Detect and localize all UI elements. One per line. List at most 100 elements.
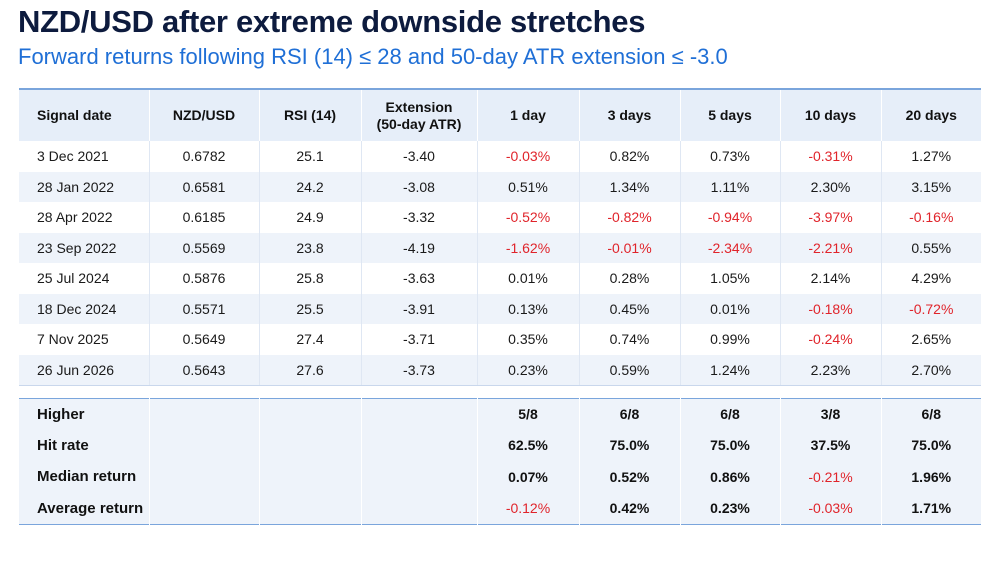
table-cell: -3.40 xyxy=(361,141,478,172)
table-row: 23 Sep 2022 0.5569 23.8 -4.19 -1.62% -0.01% -2… xyxy=(19,232,981,263)
summary-cell: 6/8 xyxy=(579,398,681,430)
summary-cell: 0.52% xyxy=(579,461,681,493)
table-cell: 0.5569 xyxy=(149,232,260,263)
table-cell: -2.34% xyxy=(680,232,781,263)
table-cell: -0.72% xyxy=(909,300,954,317)
summary-cell xyxy=(149,398,260,430)
summary-cell xyxy=(149,492,260,524)
summary-label: Median return xyxy=(19,461,150,493)
table-cell: -0.24% xyxy=(780,324,882,355)
table-row: 3 Dec 2021 0.6782 25.1 -3.40 -0.03% 0.82% 0.73… xyxy=(19,141,981,172)
table-cell: 23.8 xyxy=(259,232,362,263)
table-cell: 3 Dec 2021 xyxy=(19,141,150,172)
table-cell: 0.01% xyxy=(680,293,781,324)
table-cell: -0.16% xyxy=(909,209,954,226)
table-cell: -3.32 xyxy=(361,202,478,233)
summary-cell: 0.86% xyxy=(680,461,781,493)
summary-cell: -0.12% xyxy=(477,492,580,524)
table-row: 25 Jul 2024 0.5876 25.8 -3.63 0.01% 0.28% 1.05… xyxy=(19,263,981,294)
table-cell: -3.97% xyxy=(780,202,882,233)
table-cell: 0.5876 xyxy=(149,263,260,294)
table-cell: 4.29% xyxy=(911,270,952,287)
summary-cell: 1.96% xyxy=(911,468,952,485)
column-header: 1 day xyxy=(477,89,580,141)
summary-cell: 6/8 xyxy=(680,398,781,430)
table-cell: 24.2 xyxy=(259,171,362,202)
table-row: 28 Apr 2022 0.6185 24.9 -3.32 -0.52% -0.82% -0… xyxy=(19,202,981,233)
table-cell: -0.31% xyxy=(780,141,882,172)
summary-row: Hit rate 62.5% 75.0% 75.0% 37.5% 75.0% xyxy=(19,429,981,461)
table-cell: -0.94% xyxy=(680,202,781,233)
table-cell: 0.5571 xyxy=(149,293,260,324)
table-cell: -3.08 xyxy=(361,171,478,202)
table-cell: 28 Jan 2022 xyxy=(19,171,150,202)
table-cell: -3.91 xyxy=(361,293,478,324)
table-cell: 26 Jun 2026 xyxy=(19,354,150,386)
table-cell: 0.5649 xyxy=(149,324,260,355)
summary-cell xyxy=(259,398,362,430)
table-cell: 7 Nov 2025 xyxy=(19,324,150,355)
table-cell: 0.74% xyxy=(579,324,681,355)
table-cell: 27.6 xyxy=(259,354,362,386)
summary-cell xyxy=(361,398,478,430)
table-cell: 0.59% xyxy=(579,354,681,386)
column-header: RSI (14) xyxy=(259,89,362,141)
table-cell: 0.99% xyxy=(680,324,781,355)
table-cell: 1.11% xyxy=(680,171,781,202)
summary-body: Higher 5/8 6/8 6/8 3/8 6/8 Hit rate 62.5% 75.0% 7… xyxy=(19,398,981,524)
table-cell: -2.21% xyxy=(780,232,882,263)
table-header: Signal date NZD/USD RSI (14) Extension (50-… xyxy=(19,89,981,141)
table-cell: -3.71 xyxy=(361,324,478,355)
summary-cell: 75.0% xyxy=(680,429,781,461)
table-cell: 3.15% xyxy=(911,178,952,195)
summary-cell xyxy=(149,461,260,493)
summary-cell: 5/8 xyxy=(477,398,580,430)
summary-label: Hit rate xyxy=(19,429,150,461)
table-cell: 0.6782 xyxy=(149,141,260,172)
column-header: NZD/USD xyxy=(149,89,260,141)
table-cell: -0.01% xyxy=(579,232,681,263)
table-cell: 0.23% xyxy=(477,354,580,386)
summary-label: Average return xyxy=(19,492,150,524)
column-header: 3 days xyxy=(579,89,681,141)
table-cell: 28 Apr 2022 xyxy=(19,202,150,233)
summary-cell xyxy=(259,429,362,461)
summary-label: Higher xyxy=(19,398,150,430)
summary-row: Higher 5/8 6/8 6/8 3/8 6/8 xyxy=(19,398,981,430)
table-cell: 1.05% xyxy=(680,263,781,294)
column-header: Signal date xyxy=(19,89,150,141)
summary-cell: 6/8 xyxy=(921,406,941,422)
table-cell: 0.73% xyxy=(680,141,781,172)
summary-cell xyxy=(149,429,260,461)
page-title: NZD/USD after extreme downside stretches xyxy=(18,4,646,39)
forward-returns-table: Signal date NZD/USD RSI (14) Extension (50-… xyxy=(19,88,981,525)
summary-cell xyxy=(259,492,362,524)
column-header: 10 days xyxy=(780,89,882,141)
table-cell: 1.24% xyxy=(680,354,781,386)
table-cell: 27.4 xyxy=(259,324,362,355)
summary-cell: -0.21% xyxy=(780,461,882,493)
table-row: 26 Jun 2026 0.5643 27.6 -3.73 0.23% 0.59% 1.24… xyxy=(19,354,981,386)
table-cell: 0.51% xyxy=(477,171,580,202)
table-cell: 0.35% xyxy=(477,324,580,355)
table-cell: 25.8 xyxy=(259,263,362,294)
column-header: Extension (50-day ATR) xyxy=(361,89,478,141)
summary-cell: 0.07% xyxy=(477,461,580,493)
summary-cell xyxy=(361,429,478,461)
table-cell: -1.62% xyxy=(477,232,580,263)
table-cell: -4.19 xyxy=(361,232,478,263)
summary-cell: 1.71% xyxy=(911,500,952,516)
summary-cell: 62.5% xyxy=(477,429,580,461)
table-cell: 0.55% xyxy=(911,239,952,256)
table-cell: 0.6185 xyxy=(149,202,260,233)
column-header: 5 days xyxy=(680,89,781,141)
table-cell: 0.45% xyxy=(579,293,681,324)
table-body: 3 Dec 2021 0.6782 25.1 -3.40 -0.03% 0.82% 0.73… xyxy=(19,141,981,386)
table-cell: 25.5 xyxy=(259,293,362,324)
table-cell: 23 Sep 2022 xyxy=(19,232,150,263)
table-cell: -0.52% xyxy=(477,202,580,233)
summary-cell: 75.0% xyxy=(579,429,681,461)
table-cell: -0.18% xyxy=(780,293,882,324)
table-cell: 0.01% xyxy=(477,263,580,294)
table-cell: 1.27% xyxy=(911,148,952,165)
